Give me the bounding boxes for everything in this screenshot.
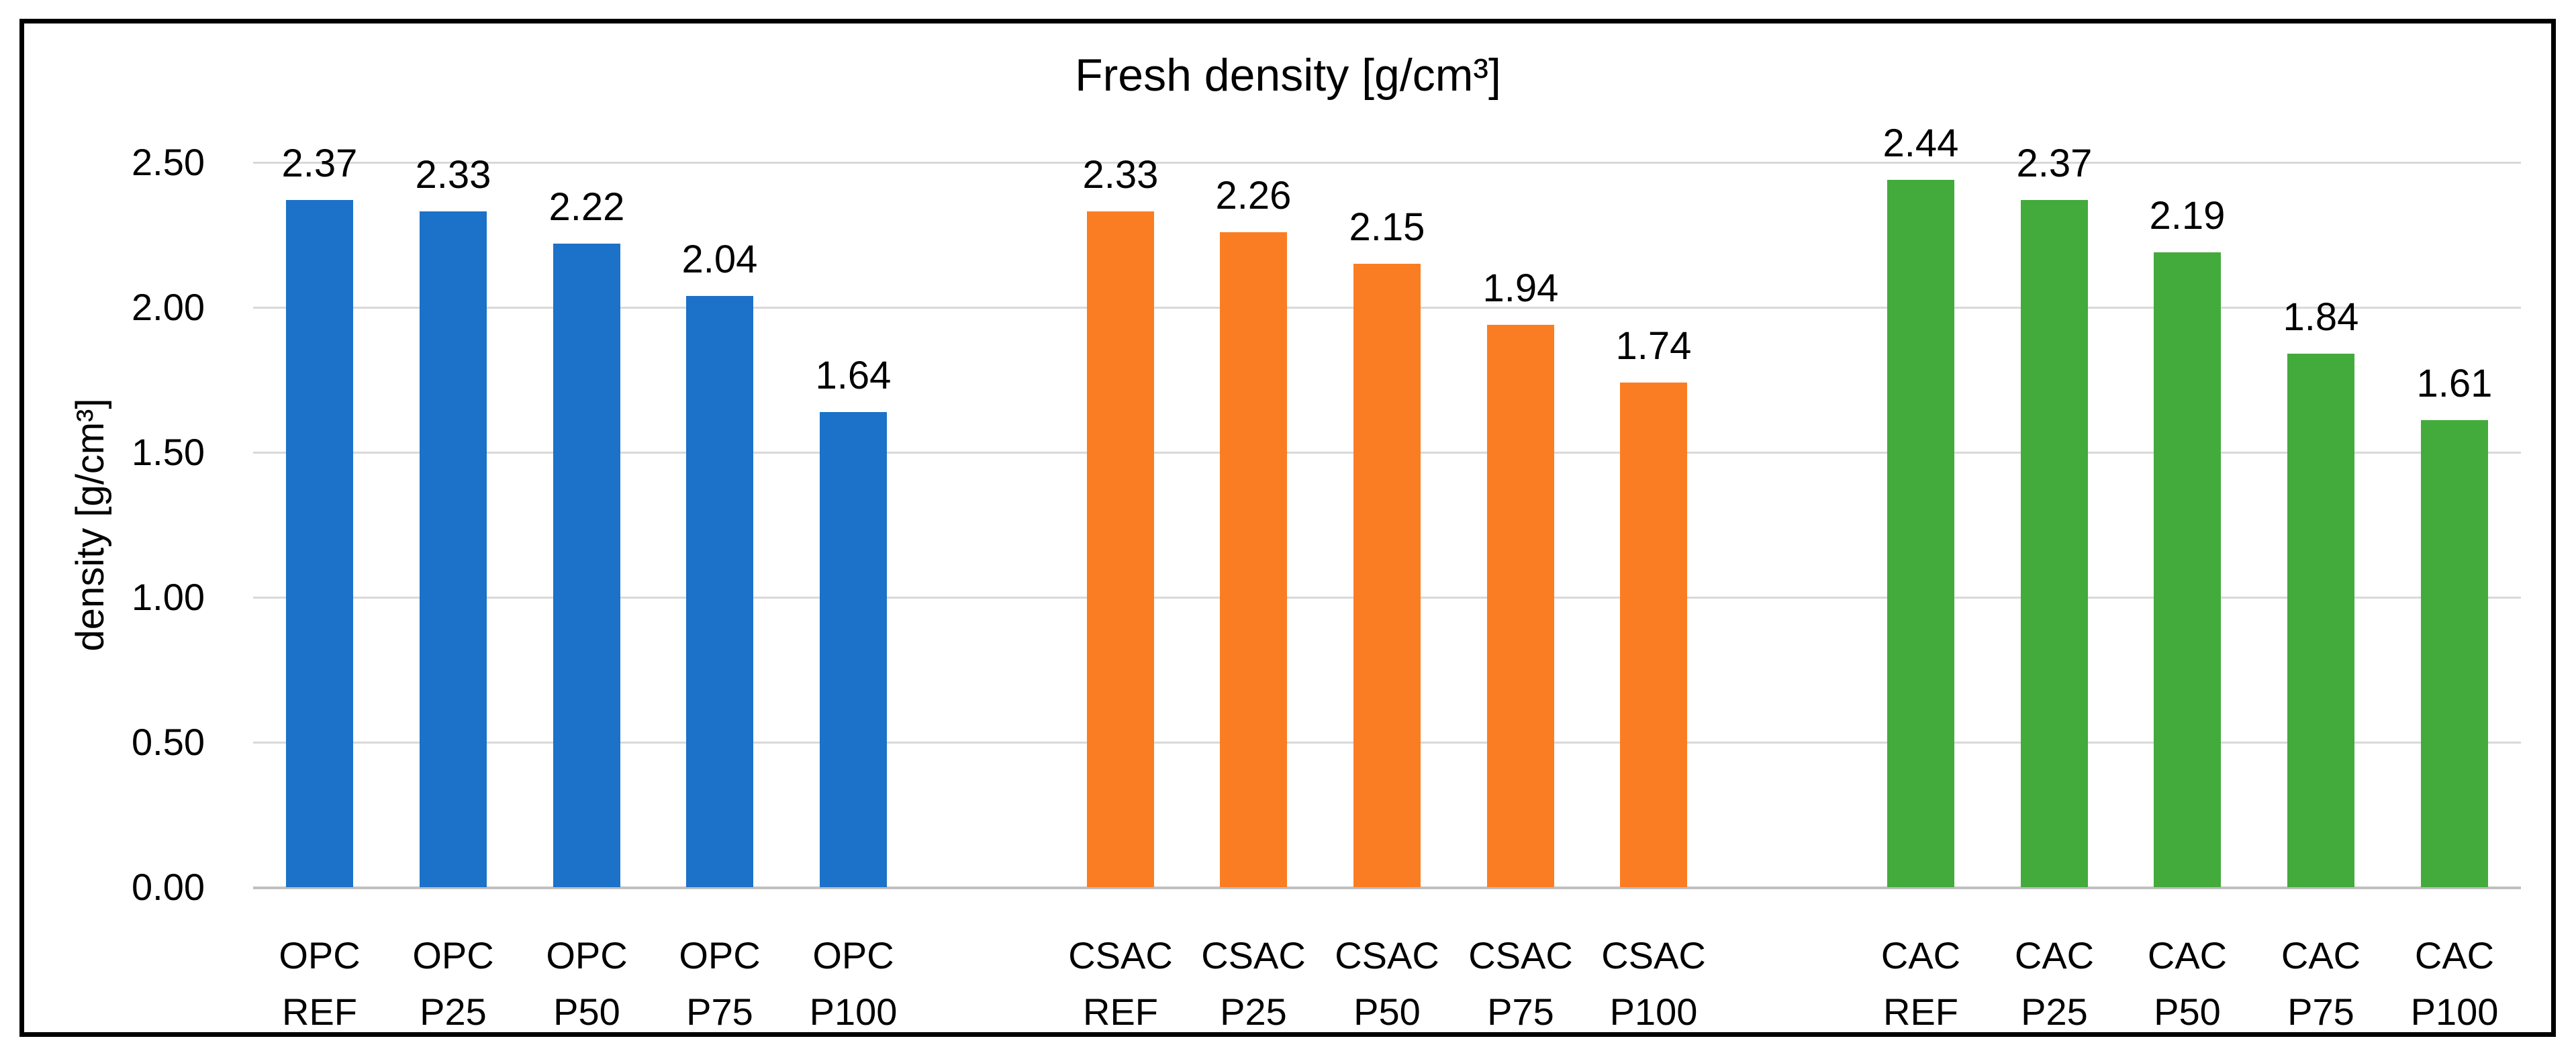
bar-value-label: 2.37 xyxy=(2016,142,2093,185)
bar xyxy=(2021,200,2088,887)
bar-value-label: 1.74 xyxy=(1615,324,1692,368)
x-tick-line2: P75 xyxy=(2287,991,2354,1033)
gridline xyxy=(253,162,2521,164)
bar-value-label: 2.44 xyxy=(1882,121,1959,165)
x-tick-line1: CAC xyxy=(2281,934,2361,976)
bar-value-label: 1.64 xyxy=(815,354,892,397)
x-tick-line2: P75 xyxy=(1487,991,1554,1033)
x-tick-line2: P50 xyxy=(1353,991,1421,1033)
x-tick-line1: CSAC xyxy=(1468,934,1573,976)
y-tick-label: 0.50 xyxy=(132,721,205,763)
bar-value-label: 2.33 xyxy=(1082,153,1159,197)
x-tick-line1: OPC xyxy=(412,934,494,976)
x-tick-label: OPC REF xyxy=(219,927,420,1040)
bar xyxy=(420,211,487,887)
x-tick-line2: REF xyxy=(1883,991,1958,1033)
bar-value-label: 2.37 xyxy=(281,142,358,185)
y-tick-label: 0.00 xyxy=(132,866,205,908)
bar xyxy=(1220,232,1287,887)
x-tick-line2: P100 xyxy=(2410,991,2499,1033)
x-tick-label: OPC P75 xyxy=(619,927,820,1040)
gridline xyxy=(253,887,2521,889)
bar xyxy=(1487,325,1554,887)
x-tick-label: CAC P50 xyxy=(2087,927,2288,1040)
bar-value-label: 1.84 xyxy=(2283,295,2359,339)
y-tick-label: 1.50 xyxy=(132,431,205,473)
x-tick-label: CSAC P75 xyxy=(1420,927,1621,1040)
x-tick-label: CAC P75 xyxy=(2220,927,2422,1040)
bar xyxy=(2154,252,2221,887)
x-tick-line1: CAC xyxy=(2147,934,2228,976)
x-tick-line1: CSAC xyxy=(1201,934,1306,976)
x-tick-line1: CAC xyxy=(1880,934,1961,976)
x-tick-line2: P25 xyxy=(2021,991,2088,1033)
x-tick-line1: CAC xyxy=(2414,934,2495,976)
y-tick-label: 1.00 xyxy=(132,576,205,618)
bar-value-label: 2.04 xyxy=(681,238,758,281)
x-tick-label: OPC P25 xyxy=(352,927,554,1040)
x-tick-line2: REF xyxy=(282,991,357,1033)
x-tick-line1: OPC xyxy=(546,934,628,976)
chart-title: Fresh density [g/cm³] xyxy=(1075,50,1501,101)
bar xyxy=(1887,180,1954,887)
x-tick-label: CAC P100 xyxy=(2354,927,2555,1040)
bar-value-label: 2.15 xyxy=(1349,205,1425,249)
x-tick-line1: CSAC xyxy=(1068,934,1173,976)
bar-value-label: 2.19 xyxy=(2149,194,2226,238)
bar xyxy=(1620,383,1687,887)
y-axis-title: density [g/cm³] xyxy=(68,398,112,652)
x-tick-label: CAC REF xyxy=(1820,927,2021,1040)
bar xyxy=(820,412,887,887)
bar xyxy=(1087,211,1154,887)
x-tick-line2: REF xyxy=(1083,991,1158,1033)
y-tick-label: 2.50 xyxy=(132,141,205,183)
bar xyxy=(2287,354,2354,887)
bar-value-label: 2.33 xyxy=(415,153,491,197)
bar-value-label: 2.22 xyxy=(548,185,625,229)
x-tick-line2: P25 xyxy=(1220,991,1287,1033)
bar xyxy=(1353,264,1421,887)
x-tick-label: CAC P25 xyxy=(1954,927,2155,1040)
x-tick-label: OPC P50 xyxy=(486,927,687,1040)
bar-value-label: 1.61 xyxy=(2416,362,2493,405)
x-tick-label: CSAC P50 xyxy=(1286,927,1488,1040)
x-tick-label: CSAC P100 xyxy=(1553,927,1754,1040)
x-tick-line2: P100 xyxy=(1609,991,1698,1033)
x-tick-line1: CSAC xyxy=(1335,934,1439,976)
bar xyxy=(686,296,753,887)
x-tick-line1: OPC xyxy=(812,934,894,976)
x-tick-line2: P100 xyxy=(809,991,898,1033)
x-tick-line1: OPC xyxy=(279,934,361,976)
x-tick-label: CSAC P25 xyxy=(1153,927,1354,1040)
x-tick-line2: P50 xyxy=(2154,991,2221,1033)
x-tick-line2: P75 xyxy=(686,991,753,1033)
x-tick-label: OPC P100 xyxy=(753,927,954,1040)
x-tick-line2: P25 xyxy=(420,991,487,1033)
x-tick-line1: OPC xyxy=(679,934,761,976)
x-tick-line2: P50 xyxy=(553,991,620,1033)
x-tick-line1: CSAC xyxy=(1601,934,1706,976)
bar xyxy=(2421,420,2488,887)
x-tick-line1: CAC xyxy=(2014,934,2095,976)
bar-value-label: 1.94 xyxy=(1482,266,1559,310)
bar-value-label: 2.26 xyxy=(1215,174,1292,217)
x-tick-label: CSAC REF xyxy=(1020,927,1221,1040)
y-tick-label: 2.00 xyxy=(132,286,205,328)
bar xyxy=(553,244,620,887)
bar xyxy=(286,200,353,887)
